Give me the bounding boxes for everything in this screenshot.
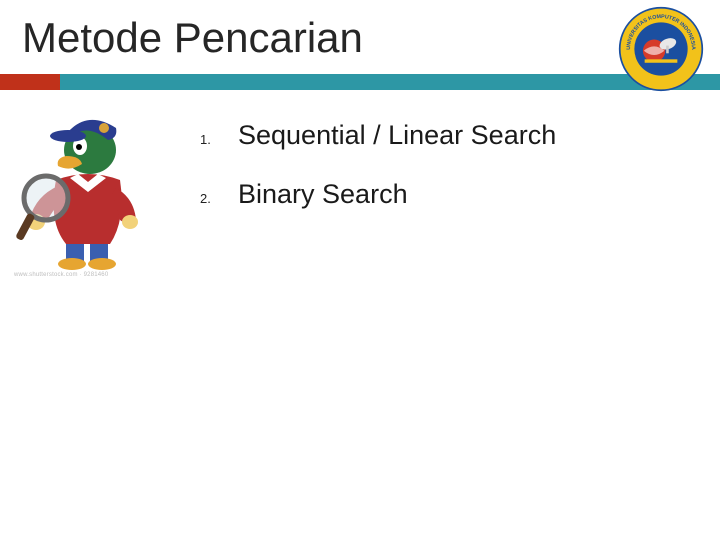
methods-list: 1. Sequential / Linear Search 2. Binary … bbox=[200, 120, 660, 238]
list-item: 1. Sequential / Linear Search bbox=[200, 120, 660, 151]
list-item: 2. Binary Search bbox=[200, 179, 660, 210]
accent-bar bbox=[0, 74, 720, 90]
slide: Metode Pencarian UNIVERSITAS KOMPUTER IN… bbox=[0, 0, 720, 540]
image-watermark: www.shutterstock.com · 9281460 bbox=[14, 272, 108, 278]
duck-detective-illustration bbox=[8, 102, 168, 272]
university-logo: UNIVERSITAS KOMPUTER INDONESIA UNIKOM bbox=[618, 6, 704, 92]
list-text: Sequential / Linear Search bbox=[238, 120, 556, 151]
list-text: Binary Search bbox=[238, 179, 408, 210]
accent-red bbox=[0, 74, 60, 90]
list-number: 2. bbox=[200, 191, 238, 206]
page-title: Metode Pencarian bbox=[22, 14, 363, 62]
list-number: 1. bbox=[200, 132, 238, 147]
